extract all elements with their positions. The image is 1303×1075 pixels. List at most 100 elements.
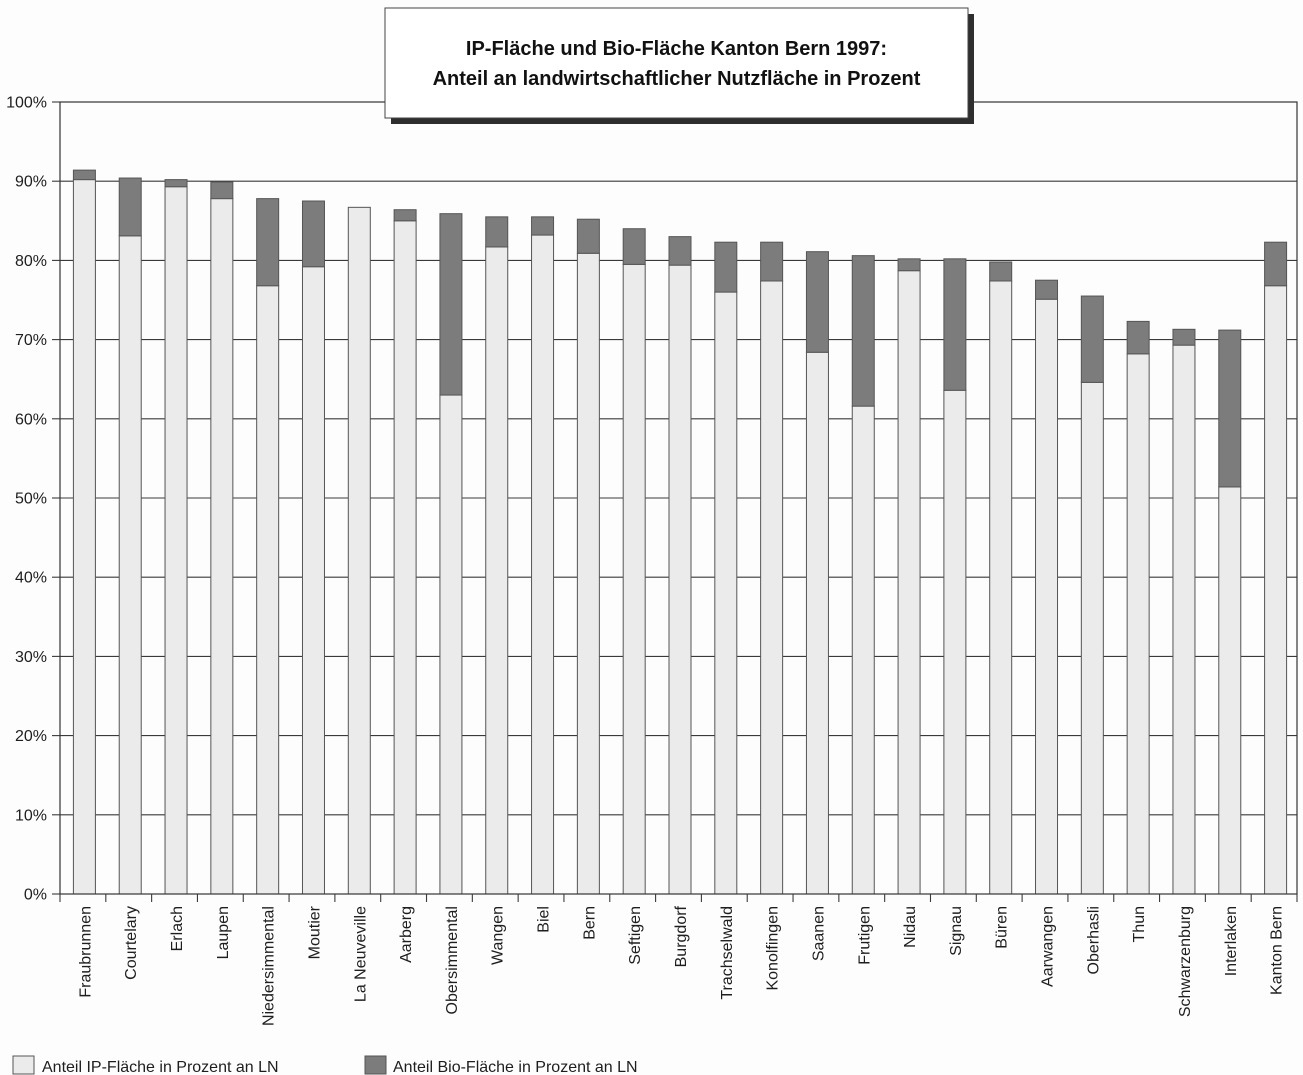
y-tick-label: 40%: [15, 570, 47, 587]
legend-label-ip: Anteil IP-Fläche in Prozent an LN: [42, 1059, 279, 1075]
ip-bar-segment: [393, 220, 417, 895]
bio-bar-segment: [714, 241, 738, 293]
ip-bar-segment: [256, 285, 280, 895]
ip-bar-segment: [164, 186, 188, 895]
legend-swatch-ip: [12, 1055, 35, 1075]
legend: Anteil IP-Fläche in Prozent an LN Anteil…: [12, 1055, 638, 1075]
y-tick-label: 20%: [15, 728, 47, 745]
x-tick-label: Oberhasli: [1085, 906, 1102, 974]
x-tick-label: Nidau: [902, 906, 919, 948]
bio-bar-segment: [576, 218, 600, 254]
ip-bar-segment: [622, 263, 646, 895]
bio-bar-segment: [760, 241, 784, 282]
y-tick-label: 70%: [15, 332, 47, 349]
ip-bar-segment: [1080, 381, 1104, 895]
ip-bar-segment: [439, 394, 463, 895]
bio-bar-segment: [531, 216, 555, 236]
ip-bar-segment: [347, 206, 371, 895]
bio-bar-segment: [301, 200, 325, 268]
ip-bar-segment: [897, 270, 921, 895]
ip-bar-segment: [989, 280, 1013, 895]
x-tick-label: Aarberg: [398, 906, 415, 963]
ip-bar-segment: [210, 198, 234, 895]
x-tick-label: Burgdorf: [673, 905, 690, 967]
bio-bar-segment: [943, 258, 967, 391]
x-tick-label: Thun: [1131, 906, 1148, 942]
x-tick-label: Aarwangen: [1040, 906, 1057, 987]
x-tick-label: Interlaken: [1223, 906, 1240, 976]
x-tick-label: Konolfingen: [765, 906, 782, 991]
bio-bar-segment: [164, 179, 188, 188]
bio-bar-segment: [439, 213, 463, 396]
ip-bar-segment: [301, 266, 325, 895]
x-tick-label: Bern: [581, 906, 598, 940]
bio-bar-segment: [393, 209, 417, 222]
ip-bar-segment: [668, 264, 692, 895]
ip-bar-segment: [943, 389, 967, 895]
bio-bar-segment: [805, 251, 829, 353]
bio-bar-segment: [72, 169, 96, 181]
bio-bar-segment: [622, 228, 646, 265]
x-tick-label: La Neuveville: [352, 906, 369, 1002]
y-tick-label: 50%: [15, 491, 47, 508]
x-tick-label: Saanen: [810, 906, 827, 961]
x-tick-label: Obersimmental: [444, 906, 461, 1014]
x-axis-labels: Fraubrunnen Courtelary Erlach Laupen Nieders…: [77, 905, 1285, 1026]
ip-bar-segment: [1035, 298, 1059, 895]
title-box-frame: [384, 7, 969, 119]
bio-bar-segment: [989, 261, 1013, 282]
bio-bar-segment: [897, 258, 921, 272]
y-tick-label: 100%: [6, 95, 47, 112]
x-tick-label: Moutier: [306, 905, 323, 959]
x-tick-label: Seftigen: [627, 906, 644, 965]
x-tick-label: Kanton Bern: [1269, 906, 1286, 995]
title-box: IP-Fläche und Bio-Fläche Kanton Bern 199…: [384, 7, 974, 124]
ip-bar-segment: [1172, 344, 1196, 895]
ip-bar-segment: [531, 234, 555, 895]
bio-bar-segment: [256, 198, 280, 287]
legend-label-bio: Anteil Bio-Fläche in Prozent an LN: [393, 1059, 638, 1075]
chart-title-line-1: IP-Fläche und Bio-Fläche Kanton Bern 199…: [466, 38, 887, 60]
x-tick-label: Frutigen: [856, 906, 873, 965]
y-tick-label: 10%: [15, 807, 47, 824]
bio-bar-segment: [485, 216, 509, 248]
bio-bar-segment: [851, 255, 875, 407]
ip-bar-segment: [714, 291, 738, 895]
ip-bar-segment: [576, 252, 600, 895]
x-tick-label: Erlach: [169, 906, 186, 951]
y-axis-labels: 0% 10% 20% 30% 40% 50% 60% 70% 80% 90% 100%: [6, 95, 47, 904]
y-tick-label: 60%: [15, 411, 47, 428]
bio-bar-segment: [1126, 320, 1150, 355]
y-tick-label: 0%: [24, 887, 47, 904]
x-tick-label: Biel: [536, 906, 553, 933]
y-tick-label: 90%: [15, 174, 47, 191]
x-tick-label: Büren: [994, 906, 1011, 949]
legend-swatch-bio: [364, 1055, 387, 1075]
y-tick-label: 30%: [15, 649, 47, 666]
y-tick-label: 80%: [15, 253, 47, 270]
chart-title-line-2: Anteil an landwirtschaftlicher Nutzfläch…: [433, 68, 921, 90]
x-tick-label: Laupen: [215, 906, 232, 959]
ip-bar-segment: [72, 179, 96, 895]
x-tick-label: Signau: [948, 906, 965, 956]
legend-item-bio: Anteil Bio-Fläche in Prozent an LN: [364, 1055, 638, 1075]
bio-bar-segment: [1172, 328, 1196, 346]
bio-bar-segment: [118, 177, 142, 237]
x-tick-label: Niedersimmental: [261, 906, 278, 1026]
x-tick-label: Fraubrunnen: [77, 906, 94, 998]
ip-bar-segment: [851, 405, 875, 895]
x-tick-label: Schwarzenburg: [1177, 906, 1194, 1017]
bio-bar-segment: [1218, 329, 1242, 488]
bio-bar-segment: [210, 181, 234, 200]
bars: [72, 169, 1288, 895]
x-tick-label: Trachselwald: [719, 906, 736, 1000]
legend-item-ip: Anteil IP-Fläche in Prozent an LN: [12, 1055, 279, 1075]
bio-bar-segment: [1035, 279, 1059, 300]
bio-bar-segment: [668, 236, 692, 266]
bio-bar-segment: [1264, 241, 1288, 287]
ip-bar-segment: [760, 280, 784, 895]
ip-bar-segment: [805, 351, 829, 895]
ip-bar-segment: [485, 246, 509, 895]
x-tick-label: Courtelary: [123, 906, 140, 980]
